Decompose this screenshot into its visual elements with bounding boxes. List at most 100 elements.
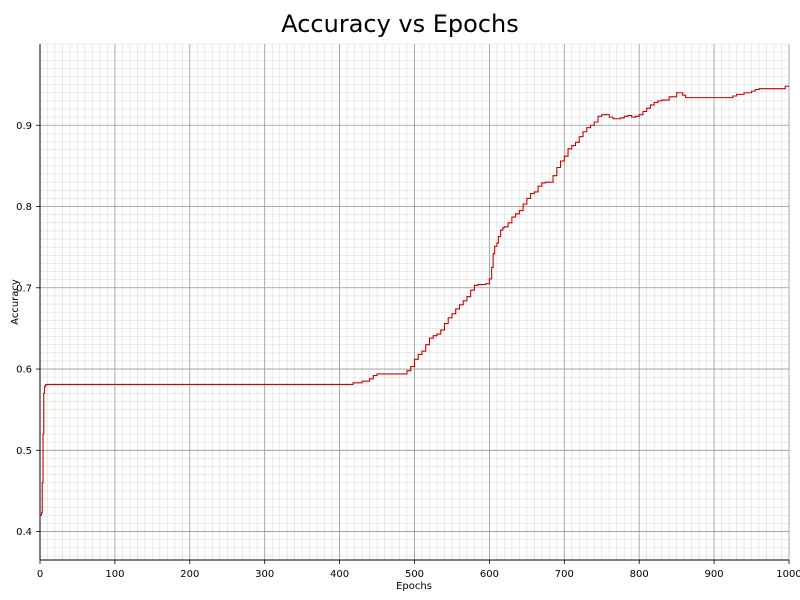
data-point (691, 97, 693, 99)
data-point (494, 245, 496, 247)
data-point (500, 229, 502, 231)
data-point (77, 384, 78, 385)
data-point (646, 107, 648, 109)
data-point (668, 96, 670, 98)
data-point (754, 89, 756, 90)
data-point (548, 181, 550, 183)
data-point (518, 210, 520, 211)
data-point (751, 90, 752, 92)
x-tick-label: 300 (255, 569, 274, 580)
y-tick-label: 0.8 (16, 202, 32, 213)
x-tick-label: 900 (705, 569, 724, 580)
data-point (687, 97, 689, 99)
chart-title: Accuracy vs Epochs (281, 10, 519, 38)
data-point (507, 222, 509, 224)
data-point (425, 344, 427, 346)
data-point (743, 92, 745, 94)
data-point (502, 227, 504, 229)
data-point (736, 93, 737, 95)
data-point (421, 350, 423, 352)
data-point (682, 94, 684, 96)
data-point (556, 167, 558, 168)
data-point (189, 384, 191, 385)
data-point (728, 97, 730, 99)
data-point (541, 182, 543, 184)
x-ticks: 0 100 200 300 400 500 600 700 800 900 1000 (37, 560, 800, 580)
data-point (631, 116, 633, 118)
series-line-0 (40, 85, 789, 516)
x-tick-label: 500 (405, 569, 424, 580)
data-point (567, 148, 569, 150)
data-point (721, 97, 722, 99)
x-tick-label: 400 (330, 569, 349, 580)
data-point (788, 85, 790, 87)
data-point (781, 88, 782, 90)
data-point (41, 482, 43, 484)
y-tick-label: 0.5 (16, 446, 32, 457)
data-point (414, 358, 415, 360)
data-point (406, 370, 408, 372)
data-point (45, 384, 47, 385)
data-point (496, 242, 498, 244)
data-point (264, 384, 266, 385)
data-point (665, 99, 666, 101)
data-point (440, 329, 442, 331)
data-point (676, 92, 678, 94)
data-point (657, 100, 659, 102)
data-point (455, 308, 457, 310)
data-point (44, 386, 45, 388)
data-point (391, 373, 393, 375)
y-tick-label: 0.9 (16, 121, 32, 132)
data-point (402, 373, 404, 375)
data-point (773, 88, 775, 90)
data-point (459, 304, 460, 306)
data-point (650, 104, 651, 106)
data-point (429, 337, 430, 339)
x-tick-label: 0 (37, 569, 43, 580)
y-tick-label: 0.6 (16, 365, 32, 376)
data-point (376, 373, 378, 375)
data-point (586, 127, 588, 129)
data-point (590, 124, 591, 126)
data-point (563, 155, 565, 157)
data-point (515, 213, 517, 215)
data-point (44, 384, 46, 386)
data-point (605, 114, 606, 116)
data-point (552, 175, 554, 177)
data-point (533, 191, 535, 193)
data-point (616, 118, 618, 120)
data-point (410, 366, 412, 368)
data-point (489, 278, 490, 280)
data-point (582, 131, 584, 133)
data-point (530, 193, 531, 194)
data-point (43, 393, 45, 394)
data-point (474, 284, 475, 286)
data-point (481, 284, 483, 285)
x-tick-label: 100 (105, 569, 124, 580)
data-point (784, 85, 786, 87)
data-point (601, 114, 603, 116)
data-point (713, 97, 715, 99)
data-point (361, 380, 363, 382)
data-point (503, 226, 505, 228)
data-point (39, 514, 41, 516)
data-point (545, 181, 546, 183)
data-point (451, 313, 453, 315)
data-point (627, 115, 629, 116)
data-point (466, 296, 468, 298)
data-point (417, 354, 419, 355)
data-point (352, 382, 354, 384)
x-axis-label: Epochs (396, 581, 432, 592)
data-point (575, 141, 576, 143)
data-point (560, 160, 561, 162)
data-point (485, 283, 487, 285)
y-axis-label: Accuracy (10, 279, 21, 325)
data-point (47, 384, 48, 385)
data-point (42, 433, 44, 435)
data-point (491, 267, 493, 268)
data-point (698, 97, 700, 99)
data-point (593, 121, 595, 123)
data-point (339, 384, 340, 385)
data-point (511, 216, 513, 218)
data-point (432, 335, 434, 337)
